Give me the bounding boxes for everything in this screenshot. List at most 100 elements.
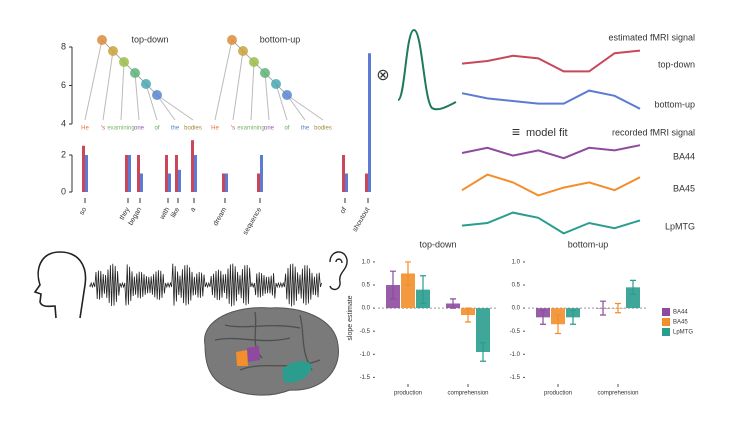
y-tick-label: 0.0 — [362, 306, 371, 312]
hrf-curve — [397, 28, 457, 111]
bar — [222, 173, 225, 192]
legend-label: BA44 — [673, 310, 688, 316]
tree-edge — [250, 61, 255, 121]
error-bar — [555, 314, 561, 335]
head-icon — [33, 251, 87, 319]
x-tick-label: production — [544, 391, 572, 397]
tree-edge — [232, 50, 244, 121]
y-tick-label: -1.0 — [360, 352, 371, 358]
bar — [85, 155, 88, 192]
tree-word: of — [154, 126, 159, 132]
y-tick-label: 0.5 — [512, 283, 521, 289]
x-tick-label: of — [339, 206, 348, 215]
tree-edge — [286, 94, 306, 121]
bar — [82, 145, 85, 192]
y-tick-label: 6 — [61, 80, 66, 90]
tree-node — [249, 57, 259, 67]
x-tick-label: so — [79, 206, 89, 216]
error-bar — [420, 275, 426, 305]
error-bar — [480, 342, 486, 362]
error-bar — [465, 307, 471, 323]
signal-line — [461, 89, 641, 110]
bar — [137, 155, 140, 192]
bar — [476, 308, 490, 352]
tree-edge — [214, 39, 233, 121]
signal-line — [461, 173, 641, 197]
signal-line — [461, 211, 641, 235]
tree-node — [260, 68, 270, 78]
x-tick-label: comprehension — [597, 391, 638, 397]
error-bar — [570, 309, 576, 325]
signal-label: BA45 — [673, 183, 695, 193]
signal-title: recorded fMRI signal — [612, 127, 695, 137]
x-tick-label: dream — [212, 206, 228, 227]
bar — [401, 273, 415, 309]
tree-node — [97, 35, 107, 45]
tree-word: one — [264, 126, 275, 132]
x-tick-label: production — [394, 391, 422, 397]
panel-title: top-down — [419, 239, 456, 249]
tree-edge — [264, 72, 270, 121]
tree-edge — [286, 94, 324, 121]
bar — [368, 53, 371, 192]
tree-node — [141, 79, 151, 89]
signal-label: bottom-up — [654, 99, 695, 109]
error-bar — [600, 300, 606, 316]
x-tick-label: with — [159, 206, 172, 221]
bar — [168, 173, 171, 192]
tree-edge — [145, 83, 158, 121]
tree-edge — [134, 72, 140, 121]
tree-word: He — [81, 126, 89, 132]
y-tick-label: 1.0 — [362, 260, 371, 266]
bar — [140, 173, 143, 192]
bar — [257, 173, 260, 192]
bar — [626, 287, 640, 309]
tree-node — [108, 46, 118, 56]
model-fit-label: model fit — [526, 127, 568, 139]
error-bar — [405, 261, 411, 286]
error-bar — [450, 298, 456, 309]
y-tick-label: 2 — [61, 149, 66, 159]
x-tick-label: shoutout — [352, 206, 372, 233]
error-bar — [540, 309, 546, 325]
waveform — [89, 263, 322, 307]
tree-word: one — [134, 126, 145, 132]
y-tick-label: -1.5 — [360, 375, 371, 381]
error-bar — [630, 279, 636, 295]
error-bar — [615, 302, 621, 314]
x-tick-label: a — [189, 206, 197, 213]
convolution-symbol: ⊗ — [376, 67, 389, 84]
tree-word: examining — [107, 126, 134, 132]
signal-label: BA44 — [673, 151, 695, 161]
panel-title: bottom-up — [260, 34, 301, 44]
y-tick-label: 4 — [61, 118, 66, 128]
y-axis-label: slope estimate — [347, 295, 354, 340]
tree-word: He — [211, 126, 219, 132]
y-tick-label: -0.5 — [510, 329, 521, 335]
signal-label: top-down — [658, 59, 695, 69]
tree-word: of — [284, 126, 289, 132]
bar — [128, 155, 131, 192]
tree-node — [152, 90, 162, 100]
bar — [175, 155, 178, 192]
tree-node — [271, 79, 281, 89]
panel-title: top-down — [131, 34, 168, 44]
tree-word: 's — [101, 126, 105, 132]
tree-edge — [156, 94, 176, 121]
x-tick-label: comprehension — [447, 391, 488, 397]
error-bar — [390, 270, 396, 300]
legend-label: LpMTG — [673, 330, 693, 336]
bar — [165, 155, 168, 192]
y-tick-label: -1.0 — [510, 352, 521, 358]
y-tick-label: 0 — [61, 186, 66, 196]
signal-line — [461, 49, 641, 73]
tree-node — [282, 90, 292, 100]
y-tick-label: 1.0 — [512, 260, 521, 266]
tree-edge — [120, 61, 125, 121]
tree-node — [227, 35, 237, 45]
bar — [194, 155, 197, 192]
tree-word: bodies — [184, 126, 202, 132]
model-fit-symbol: ≡ — [512, 124, 520, 140]
y-tick-label: 8 — [61, 41, 66, 51]
